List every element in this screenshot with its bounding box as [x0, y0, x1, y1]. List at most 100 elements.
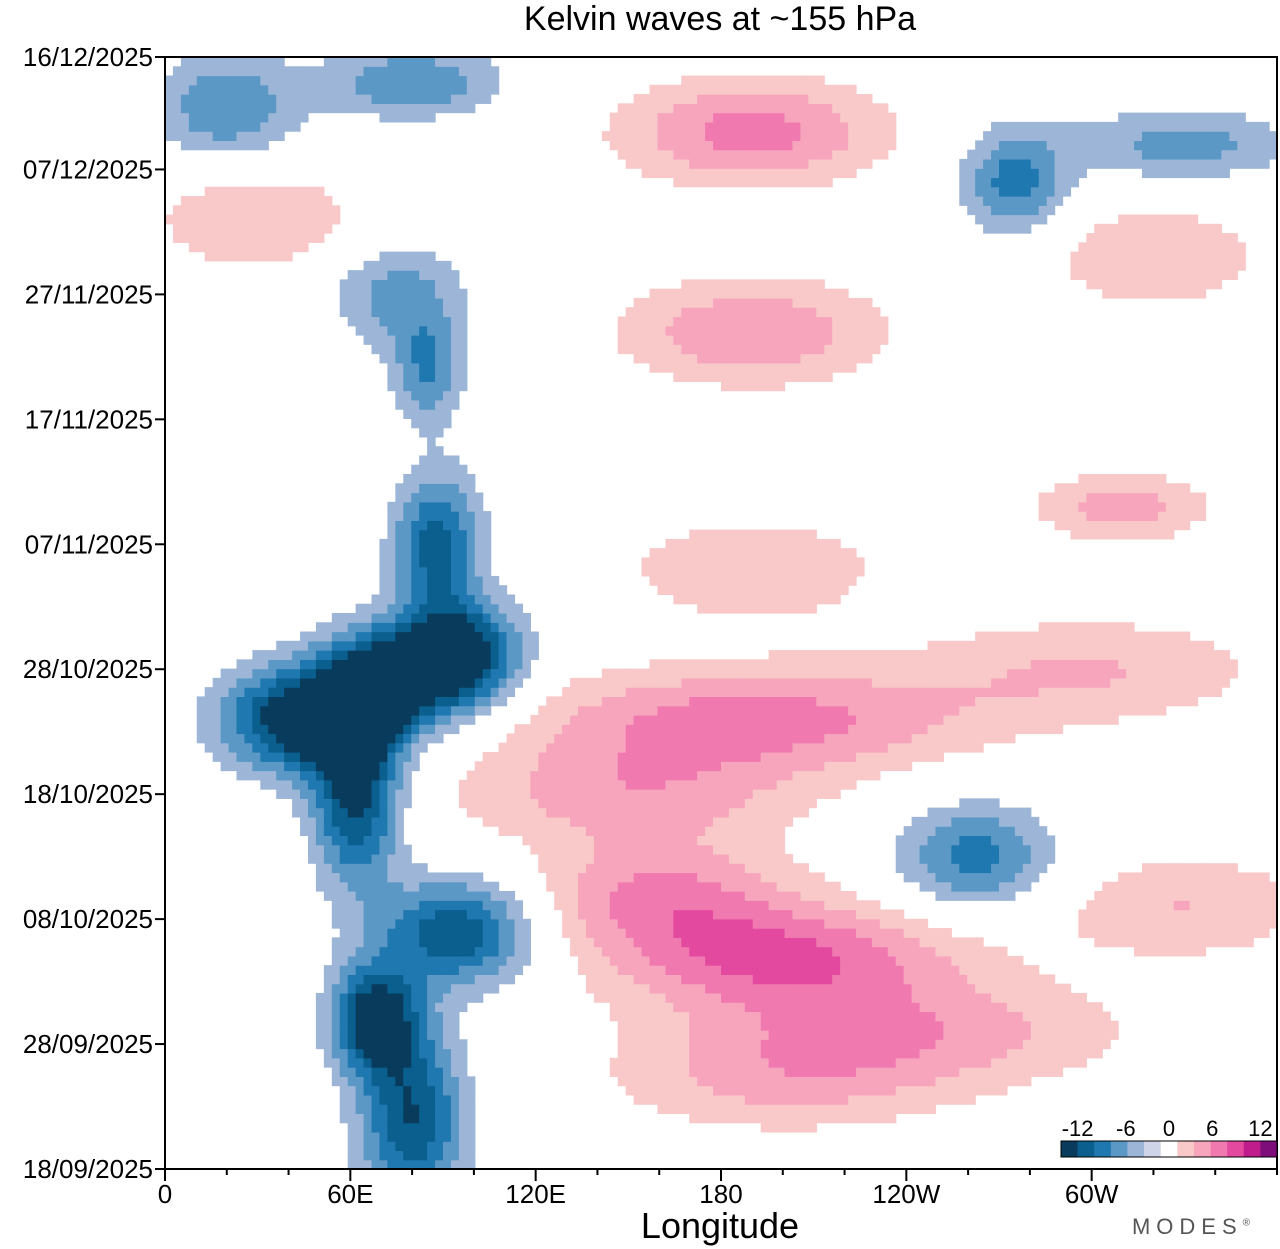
heatmap-cell — [784, 668, 794, 679]
heatmap-cell — [760, 826, 770, 836]
heatmap-cell — [895, 659, 905, 670]
heatmap-cell — [331, 1011, 341, 1022]
heatmap-cell — [1006, 687, 1016, 697]
heatmap-cell — [466, 779, 476, 790]
heatmap-cell — [331, 1076, 341, 1087]
heatmap-cell — [728, 603, 738, 614]
heatmap-cell — [681, 816, 690, 827]
heatmap-cell — [331, 770, 341, 781]
heatmap-cell — [562, 789, 571, 799]
heatmap-cell — [728, 974, 738, 985]
heatmap-cell — [991, 853, 1000, 864]
heatmap-cell — [1038, 826, 1048, 836]
heatmap-cell — [625, 1030, 635, 1040]
heatmap-cell — [951, 659, 960, 670]
heatmap-cell — [1173, 511, 1183, 521]
heatmap-cell — [443, 575, 452, 586]
heatmap-cell — [792, 1039, 802, 1050]
heatmap-cell — [1014, 992, 1024, 1003]
heatmap-cell — [1094, 520, 1103, 531]
heatmap-cell — [760, 1048, 770, 1059]
heatmap-cell — [339, 1085, 349, 1096]
heatmap-cell — [800, 659, 809, 670]
heatmap-cell — [848, 1085, 857, 1096]
heatmap-cell — [641, 566, 651, 577]
heatmap-cell — [641, 853, 651, 864]
heatmap-cell — [935, 816, 944, 827]
heatmap-cell — [1014, 705, 1024, 716]
heatmap-cell — [689, 1104, 698, 1114]
heatmap-cell — [435, 714, 444, 725]
heatmap-cell — [824, 1067, 833, 1077]
heatmap-cell — [1197, 511, 1207, 521]
heatmap-cell — [752, 798, 762, 809]
heatmap-cell — [347, 835, 357, 846]
heatmap-cell — [347, 613, 357, 623]
heatmap-cell — [649, 1076, 659, 1087]
heatmap-cell — [625, 1076, 635, 1087]
heatmap-cell — [975, 687, 984, 697]
heatmap-cell — [1014, 714, 1024, 725]
heatmap-cell — [1141, 677, 1151, 688]
heatmap-cell — [474, 668, 484, 679]
heatmap-cell — [935, 844, 944, 855]
heatmap-cell — [911, 1002, 921, 1013]
heatmap-cell — [506, 779, 516, 790]
heatmap-cell — [347, 659, 357, 670]
heatmap-cell — [768, 826, 778, 836]
heatmap-cell — [744, 853, 754, 864]
heatmap-cell — [538, 770, 547, 781]
heatmap-cell — [363, 955, 373, 966]
heatmap-cell — [1094, 928, 1103, 938]
heatmap-cell — [1046, 974, 1056, 985]
heatmap-cell — [1165, 881, 1175, 892]
heatmap-cell — [871, 770, 881, 781]
heatmap-cell — [681, 789, 690, 799]
heatmap-cell — [236, 659, 246, 670]
heatmap-cell — [983, 1011, 992, 1022]
heatmap-cell — [435, 928, 444, 938]
heatmap-cell — [538, 853, 547, 864]
heatmap-cell — [649, 789, 659, 799]
heatmap-cell — [570, 742, 579, 753]
heatmap-cell — [641, 798, 651, 809]
heatmap-cell — [697, 844, 706, 855]
heatmap-cell — [1165, 520, 1175, 531]
heatmap-field — [165, 57, 1278, 1170]
heatmap-cell — [1134, 696, 1143, 707]
heatmap-cell — [1078, 520, 1087, 531]
heatmap-cell — [609, 696, 619, 707]
heatmap-cell — [744, 752, 754, 762]
heatmap-cell — [490, 983, 500, 994]
heatmap-cell — [863, 1113, 873, 1124]
heatmap-cell — [1197, 872, 1207, 883]
heatmap-cell — [744, 835, 754, 846]
heatmap-cell — [681, 826, 690, 836]
heatmap-cell — [292, 752, 301, 762]
heatmap-cell — [363, 1122, 373, 1133]
heatmap-cell — [697, 965, 706, 975]
heatmap-cell — [1022, 881, 1032, 892]
heatmap-cell — [300, 696, 309, 707]
heatmap-cell — [840, 548, 849, 558]
heatmap-cell — [403, 557, 412, 568]
heatmap-cell — [641, 844, 651, 855]
heatmap-cell — [522, 937, 531, 948]
heatmap-cell — [609, 752, 619, 762]
heatmap-cell — [419, 1067, 428, 1077]
heatmap-cell — [768, 650, 778, 660]
heatmap-cell — [657, 1020, 666, 1031]
heatmap-cell — [903, 742, 913, 753]
heatmap-cell — [784, 983, 794, 994]
heatmap-cell — [641, 983, 651, 994]
heatmap-cell — [967, 983, 976, 994]
heatmap-cell — [983, 705, 992, 716]
heatmap-cell — [411, 761, 420, 772]
heatmap-cell — [395, 640, 404, 651]
heatmap-cell — [657, 1011, 666, 1022]
heatmap-cell — [800, 789, 809, 799]
heatmap-cell — [649, 724, 659, 735]
heatmap-cell — [323, 770, 333, 781]
heatmap-cell — [450, 937, 460, 948]
heatmap-cell — [705, 1094, 714, 1105]
